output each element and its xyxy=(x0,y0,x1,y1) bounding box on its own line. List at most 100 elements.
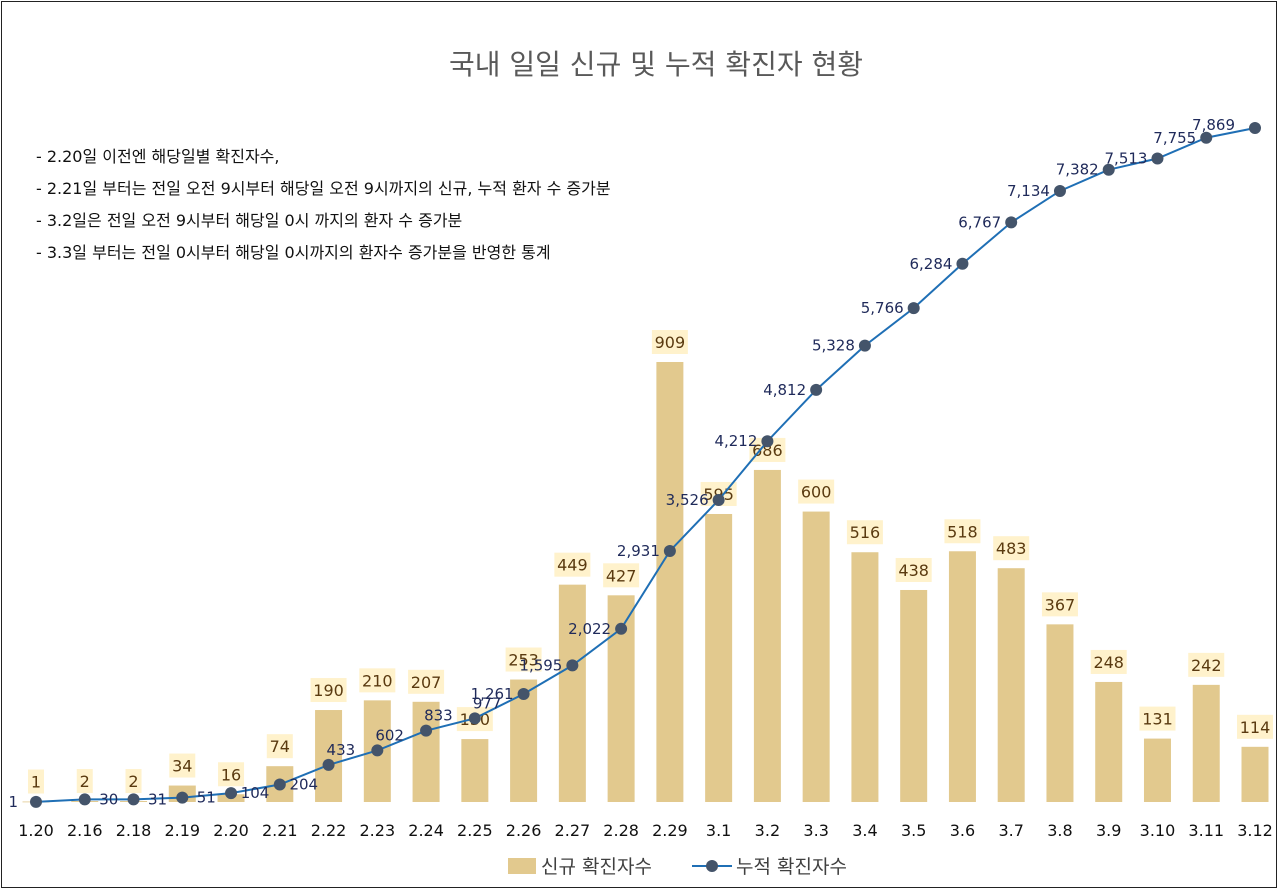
bar-3.9 xyxy=(1095,681,1123,802)
bar-2.22 xyxy=(315,710,343,802)
line-label-2.23: 602 xyxy=(375,726,404,744)
bar-label-text: 2 xyxy=(80,772,90,791)
bar-label-bg xyxy=(408,669,445,694)
line-label-3.12: 7,869 xyxy=(1192,116,1235,134)
bar-label-bg xyxy=(310,678,347,703)
line-label-3.7: 6,767 xyxy=(958,213,1001,231)
bar-2.25 xyxy=(461,739,489,802)
bar-label-text: 1 xyxy=(31,773,41,792)
line-point-2.26 xyxy=(517,687,530,700)
x-tick-label: 1.20 xyxy=(18,821,54,840)
bar-label-1.20: 1 xyxy=(28,769,44,794)
line-point-3.8 xyxy=(1053,184,1066,197)
line-point-2.22 xyxy=(322,758,335,771)
line-label-2.24: 833 xyxy=(424,707,453,725)
line-label-2.16: 30 xyxy=(99,790,118,808)
legend-line-label: 누적 확진자수 xyxy=(736,856,847,878)
bar-label-bg xyxy=(125,769,142,794)
bar-label-bg xyxy=(846,520,883,545)
bar-label-bg xyxy=(895,557,932,582)
bar-label-2.29: 909 xyxy=(651,330,688,354)
line-point-3.12 xyxy=(1249,122,1261,134)
bar-3.10 xyxy=(1143,738,1171,802)
bar-3.3 xyxy=(802,511,830,802)
line-point-3.11 xyxy=(1200,131,1213,144)
bar-label-text: 367 xyxy=(1045,595,1076,614)
bar-label-3.6: 518 xyxy=(944,519,981,544)
bar-label-bg xyxy=(1188,652,1225,677)
line-point-1.20 xyxy=(30,795,42,808)
bar-label-2.19: 34 xyxy=(169,753,196,778)
bar-label-2.26: 253 xyxy=(505,647,542,672)
bar-label-text: 449 xyxy=(557,556,588,575)
x-tick-label: 3.9 xyxy=(1096,821,1121,840)
line-label-2.28: 2,022 xyxy=(568,620,611,638)
bar-label-bg xyxy=(1237,714,1273,739)
bar-label-bg xyxy=(1090,649,1127,674)
x-tick-label: 2.24 xyxy=(408,821,444,840)
bar-3.2 xyxy=(753,469,781,802)
cumulative-line xyxy=(35,127,1256,803)
legend-bar-swatch xyxy=(508,858,536,874)
chart-note-3: - 3.2일은 전일 오전 9시부터 해당일 0시 까지의 환자 수 증가분 xyxy=(36,211,462,230)
bar-label-bg xyxy=(28,769,44,794)
line-point-2.21 xyxy=(273,778,286,791)
line-point-3.10 xyxy=(1151,152,1164,165)
bar-label-text: 242 xyxy=(1191,656,1222,675)
line-point-2.16 xyxy=(78,793,91,806)
legend: 신규 확진자수 누적 확진자수 xyxy=(508,856,847,878)
line-point-2.24 xyxy=(420,724,433,737)
bar-label-text: 114 xyxy=(1240,718,1271,737)
line-label-2.29: 2,931 xyxy=(617,542,660,560)
x-tick-label: 3.3 xyxy=(803,821,828,840)
line-label-2.19: 51 xyxy=(197,789,216,807)
x-tick-label: 3.6 xyxy=(950,821,975,840)
bar-3.11 xyxy=(1192,684,1220,802)
bar-label-bg xyxy=(76,769,93,794)
line-label-3.1: 3,526 xyxy=(666,491,709,509)
bar-label-3.4: 516 xyxy=(846,520,883,545)
bar-label-2.21: 74 xyxy=(266,734,293,759)
x-axis-ticks: 1.20 2.16 2.18 2.19 2.20 2.21 2.22 2.23 2.24 2.25… xyxy=(18,821,1273,840)
bar-label-text: 438 xyxy=(898,561,929,580)
bar-label-text: 207 xyxy=(411,673,442,692)
bar-label-text: 2 xyxy=(128,772,138,791)
line-point-2.29 xyxy=(663,544,676,557)
line-label-3.11: 7,755 xyxy=(1153,129,1196,147)
x-tick-label: 3.12 xyxy=(1237,821,1273,840)
bar-label-3.11: 242 xyxy=(1188,652,1225,677)
line-point-3.5 xyxy=(907,302,920,315)
line-point-2.20 xyxy=(225,787,238,800)
x-tick-label: 2.28 xyxy=(603,821,639,840)
line-label-3.6: 6,284 xyxy=(909,255,952,273)
line-label-2.18: 31 xyxy=(148,790,167,808)
line-point-3.2 xyxy=(761,435,774,448)
bar-2.27 xyxy=(558,584,586,802)
bar-label-2.24: 207 xyxy=(408,669,445,694)
line-label-2.20: 104 xyxy=(241,784,270,802)
bar-label-text: 210 xyxy=(362,671,393,690)
x-tick-label: 3.11 xyxy=(1188,821,1224,840)
x-tick-label: 2.16 xyxy=(67,821,103,840)
line-label-3.9: 7,382 xyxy=(1056,161,1099,179)
line-point-2.25 xyxy=(468,712,481,725)
bar-label-bg xyxy=(1041,592,1078,617)
bar-label-bg xyxy=(993,536,1030,561)
bar-label-2.22: 190 xyxy=(310,678,347,703)
bar-label-2.23: 210 xyxy=(359,668,396,693)
bar-label-bg xyxy=(603,563,640,588)
bar-3.12 xyxy=(1241,746,1269,802)
line-label-3.8: 7,134 xyxy=(1007,182,1050,200)
x-tick-label: 2.25 xyxy=(457,821,493,840)
line-point-3.9 xyxy=(1102,163,1115,176)
bar-label-3.10: 131 xyxy=(1139,706,1176,731)
line-label-3.10: 7,513 xyxy=(1105,149,1148,167)
bar-label-text: 483 xyxy=(996,539,1027,558)
line-label-3.3: 4,812 xyxy=(763,381,806,399)
bar-label-text: 131 xyxy=(1142,710,1173,729)
bar-label-bg xyxy=(554,552,591,577)
bar-2.24 xyxy=(412,701,440,802)
bar-label-text: 516 xyxy=(850,523,881,542)
